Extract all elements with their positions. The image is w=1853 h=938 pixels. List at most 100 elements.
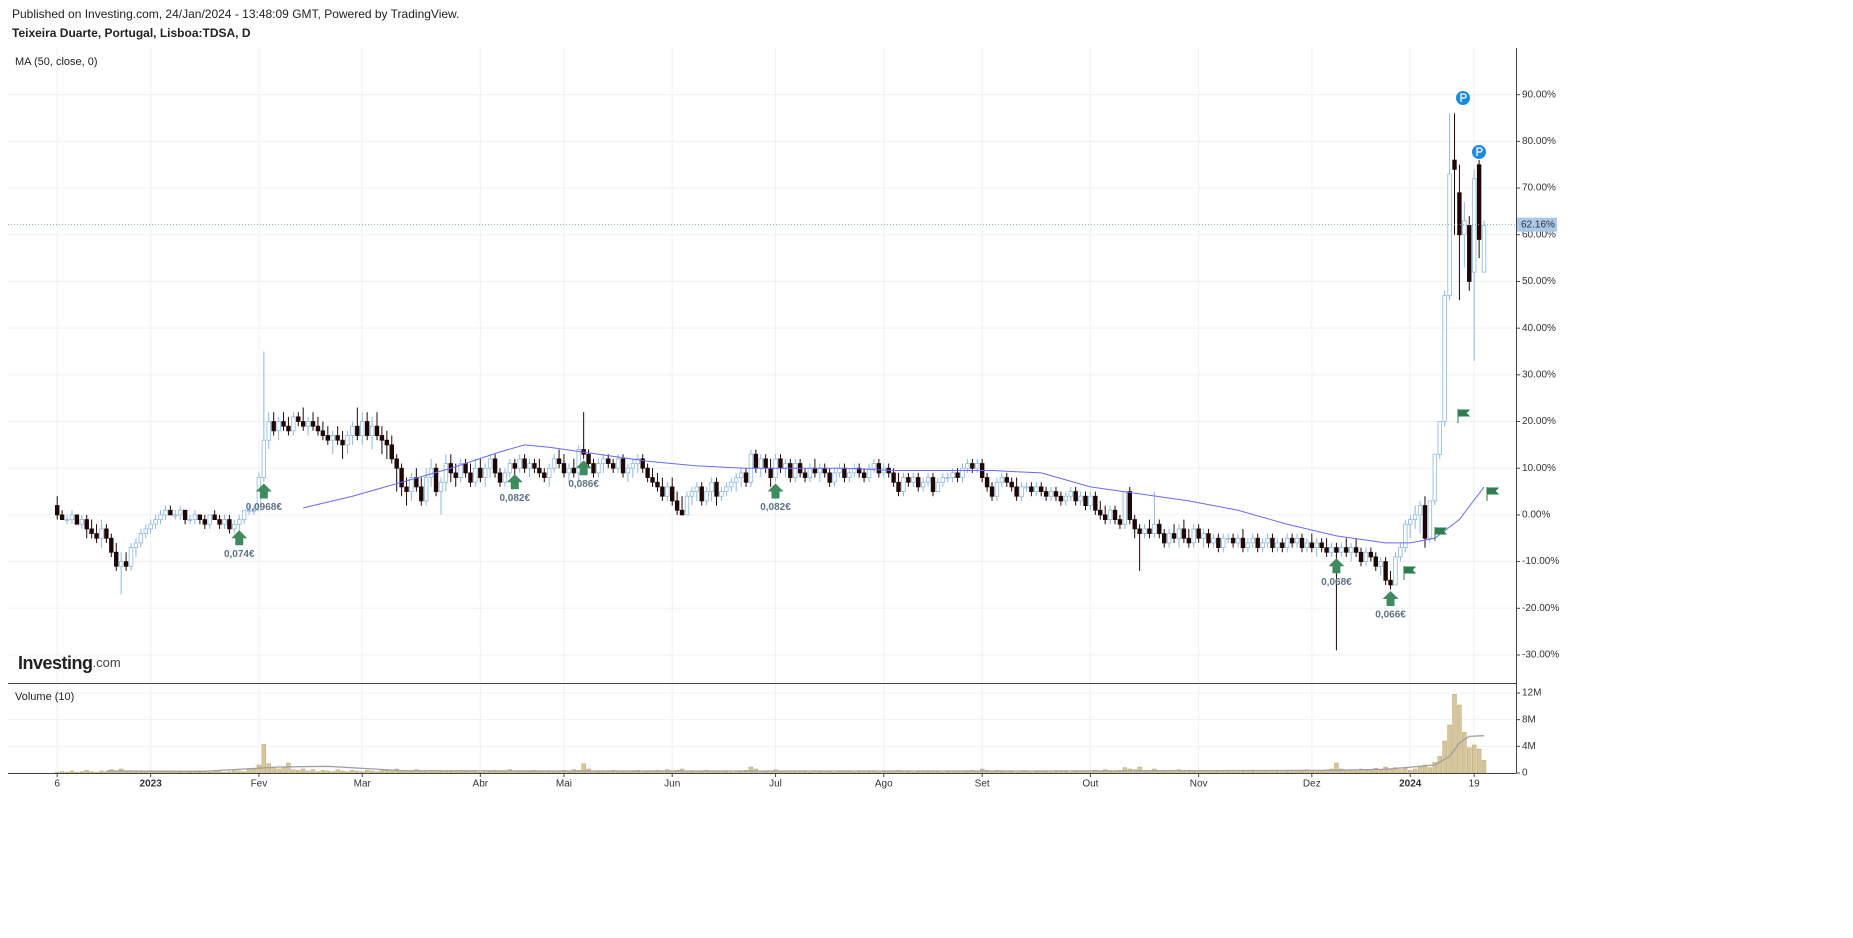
volume-bar xyxy=(915,771,921,774)
candle-body xyxy=(1348,547,1354,553)
volume-bar xyxy=(1107,771,1113,774)
candle-body xyxy=(1043,491,1049,497)
candle-body xyxy=(473,467,478,483)
candle-body xyxy=(345,435,350,446)
x-tick-label: Abr xyxy=(473,779,489,790)
volume-bar xyxy=(438,771,444,774)
logo-suffix: .com xyxy=(93,655,121,670)
candle-body xyxy=(758,458,763,469)
candle-body xyxy=(1127,491,1132,520)
volume-bar xyxy=(74,772,80,774)
volume-bar xyxy=(1196,771,1201,774)
y-tick-label: 0.00% xyxy=(1522,510,1550,521)
volume-bar xyxy=(217,771,222,774)
volume-bar xyxy=(1471,744,1477,774)
candle-body xyxy=(330,435,335,441)
candle-body xyxy=(1363,551,1369,563)
candle-body xyxy=(419,486,424,502)
candle-body xyxy=(1083,495,1088,506)
ma-legend: MA (50, close, 0) xyxy=(15,56,98,68)
candle-body xyxy=(187,519,193,521)
candle-body xyxy=(325,435,331,441)
volume-bar xyxy=(1280,771,1285,774)
x-tick-label: Nov xyxy=(1190,779,1208,790)
candle-body xyxy=(1353,547,1359,553)
volume-bar xyxy=(940,772,946,774)
volume-bar xyxy=(1447,724,1452,774)
volume-bar xyxy=(1235,771,1241,774)
volume-bar xyxy=(69,770,75,774)
candle-body xyxy=(630,463,636,469)
candle-body xyxy=(217,519,222,525)
flag xyxy=(1434,527,1448,541)
candle-body xyxy=(310,421,316,427)
x-tick-label: Dez xyxy=(1303,779,1321,790)
candle-body xyxy=(178,509,183,516)
candle-body xyxy=(674,500,680,511)
volume-bar xyxy=(1171,771,1177,774)
volume-bar xyxy=(345,771,350,774)
candle-body xyxy=(1265,537,1270,544)
volume-bar xyxy=(630,771,636,774)
candle-body xyxy=(1058,495,1064,502)
candle-body xyxy=(1289,537,1295,544)
candle-body xyxy=(925,477,931,483)
volume-bar xyxy=(1378,770,1383,774)
event-label: 0,082€ xyxy=(760,502,791,513)
volume-bar xyxy=(502,771,508,774)
candle-body xyxy=(89,528,94,534)
candle-body xyxy=(920,481,926,488)
candle-body xyxy=(994,481,1000,497)
candle-body xyxy=(1476,164,1482,240)
volume-bar xyxy=(1034,771,1039,774)
candle-body xyxy=(935,481,941,492)
volume-bar xyxy=(1457,704,1462,774)
candle-body xyxy=(1093,495,1098,511)
volume-bar xyxy=(340,770,345,774)
volume-bar xyxy=(891,771,896,774)
volume-bar xyxy=(261,744,267,774)
marks xyxy=(8,113,1516,774)
x-tick-label: Mar xyxy=(354,779,372,790)
volume-bar xyxy=(1063,771,1069,774)
candle-body xyxy=(453,472,458,478)
volume-bar xyxy=(1216,770,1221,774)
flag xyxy=(1403,566,1417,580)
volume-bar xyxy=(783,771,788,774)
candle-body xyxy=(1019,486,1024,497)
volume-bar xyxy=(168,772,173,774)
flag xyxy=(1457,409,1471,423)
volume-bar xyxy=(369,770,375,774)
volume-bar xyxy=(94,772,99,774)
candle-body xyxy=(374,425,380,436)
candle-body xyxy=(1171,533,1177,539)
candle-body xyxy=(807,467,813,478)
volume-bar xyxy=(374,771,380,774)
candle-body xyxy=(1073,491,1078,502)
candle-body xyxy=(1201,533,1206,539)
candle-body xyxy=(143,528,148,534)
volume-bar xyxy=(1024,771,1029,774)
y-tick-label: -20.00% xyxy=(1522,603,1559,614)
volume-bar xyxy=(237,770,242,774)
candle-body xyxy=(389,444,394,460)
volume-bar xyxy=(1240,770,1246,774)
candle-body xyxy=(1358,551,1364,563)
candle-body xyxy=(364,421,370,436)
candle-body xyxy=(1314,542,1319,548)
volume-bar xyxy=(473,771,478,774)
volume-bar xyxy=(251,768,257,774)
candle-body xyxy=(1408,519,1413,525)
candle-body xyxy=(1230,537,1236,544)
candle-body xyxy=(719,491,724,497)
volume-bar xyxy=(1211,771,1216,774)
x-tick-label: Set xyxy=(975,779,990,790)
candle-body xyxy=(138,533,144,544)
candle-body xyxy=(679,509,685,516)
volume-bar xyxy=(1250,770,1255,774)
event-arrow xyxy=(506,474,523,490)
candle-body xyxy=(729,481,734,488)
y-tick-label: -30.00% xyxy=(1522,650,1559,661)
candle-body xyxy=(911,477,916,483)
candle-body xyxy=(960,467,965,478)
